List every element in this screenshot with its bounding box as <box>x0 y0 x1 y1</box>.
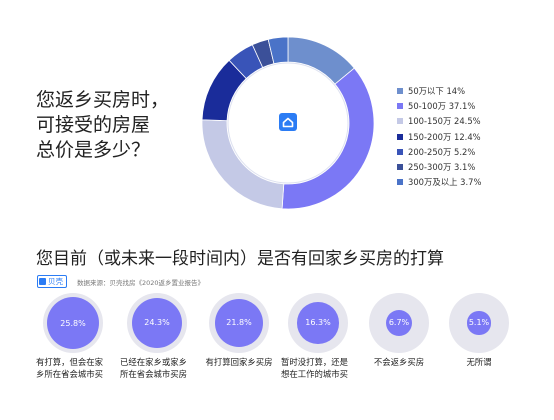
legend-swatch <box>397 102 403 109</box>
bubble: 5.1% <box>467 311 491 335</box>
bubble-caption: 有打算，但会在家 乡所在省会城市买 <box>36 357 103 379</box>
bubble-halo: 16.3% <box>288 293 348 353</box>
legend-item: 50万以下 14% <box>397 83 481 98</box>
legend-item: 300万及以上 3.7% <box>397 175 481 190</box>
legend-label: 200-250万 5.2% <box>408 146 476 157</box>
legend-item: 200-250万 5.2% <box>397 144 481 159</box>
legend-swatch <box>397 118 403 125</box>
donut-inner-ring <box>227 62 349 184</box>
bubble-halo: 5.1% <box>449 293 509 353</box>
beike-logo-mark <box>39 278 46 285</box>
bubble: 16.3% <box>297 302 339 344</box>
bubble: 21.8% <box>215 299 263 347</box>
legend-label: 50万以下 14% <box>408 85 466 96</box>
house-icon <box>279 113 297 131</box>
bubble-caption: 已经在家乡或家乡 所在省会城市买房 <box>120 357 187 379</box>
legend-swatch <box>397 179 403 186</box>
bubble-caption: 有打算回家乡买房 <box>205 357 273 367</box>
legend-swatch <box>397 133 403 140</box>
bubble-halo: 6.7% <box>369 293 429 353</box>
bubble-value-label: 25.8% <box>60 318 86 328</box>
beike-logo: 贝壳 <box>37 275 67 288</box>
legend-item: 100-150万 24.5% <box>397 114 481 129</box>
legend-item: 250-300万 3.1% <box>397 159 481 174</box>
bubble-value-label: 24.3% <box>144 318 170 328</box>
question-title-price: 您返乡买房时， 可接受的房屋 总价是多少？ <box>36 89 170 161</box>
bubble-value-label: 5.1% <box>468 318 490 328</box>
bubble-halo: 24.3% <box>127 293 187 353</box>
legend-item: 150-200万 12.4% <box>397 129 481 144</box>
source-row: 贝壳 数据来源：贝壳找房《2020返乡置业报告》 <box>37 275 204 288</box>
bubble: 6.7% <box>385 309 413 337</box>
legend-item: 50-100万 37.1% <box>397 98 481 113</box>
plan-bubble-chart: 25.8% 有打算，但会在家 乡所在省会城市买 24.3% 已经在家乡或家乡 所在省会… <box>0 293 554 413</box>
donut-slices <box>201 36 375 210</box>
bubble: 24.3% <box>131 297 183 349</box>
bubble-halo: 25.8% <box>43 293 103 353</box>
donut-slice <box>267 36 289 65</box>
legend-label: 50-100万 37.1% <box>408 100 476 111</box>
bubble-caption: 无所谓 <box>466 357 492 367</box>
question-title-plan: 您目前（或未来一段时间内）是否有回家乡买房的打算 <box>36 249 444 269</box>
donut-slice <box>281 67 375 210</box>
bubble: 25.8% <box>47 297 99 349</box>
bubble-value-label: 21.8% <box>226 318 252 328</box>
legend-label: 250-300万 3.1% <box>408 162 476 173</box>
price-donut-chart <box>201 36 375 210</box>
legend-swatch <box>397 164 403 171</box>
bubble-halo: 21.8% <box>209 293 269 353</box>
legend-swatch <box>397 148 403 155</box>
bubble-caption: 暂时没打算，还是 想在工作的城市买 <box>281 357 348 379</box>
donut-slice <box>201 119 285 210</box>
legend-swatch <box>397 87 403 94</box>
source-citation: 数据来源：贝壳找房《2020返乡置业报告》 <box>77 278 205 287</box>
legend-label: 300万及以上 3.7% <box>408 177 482 188</box>
bubble-caption: 不会返乡买房 <box>373 357 425 367</box>
legend-label: 100-150万 24.5% <box>408 116 481 127</box>
donut-legend: 50万以下 14% 50-100万 37.1% 100-150万 24.5% 150-… <box>397 83 481 190</box>
brand-name: 贝壳 <box>48 277 63 286</box>
legend-label: 150-200万 12.4% <box>408 131 481 142</box>
bubble-value-label: 6.7% <box>388 318 410 328</box>
bubble-value-label: 16.3% <box>305 318 331 328</box>
